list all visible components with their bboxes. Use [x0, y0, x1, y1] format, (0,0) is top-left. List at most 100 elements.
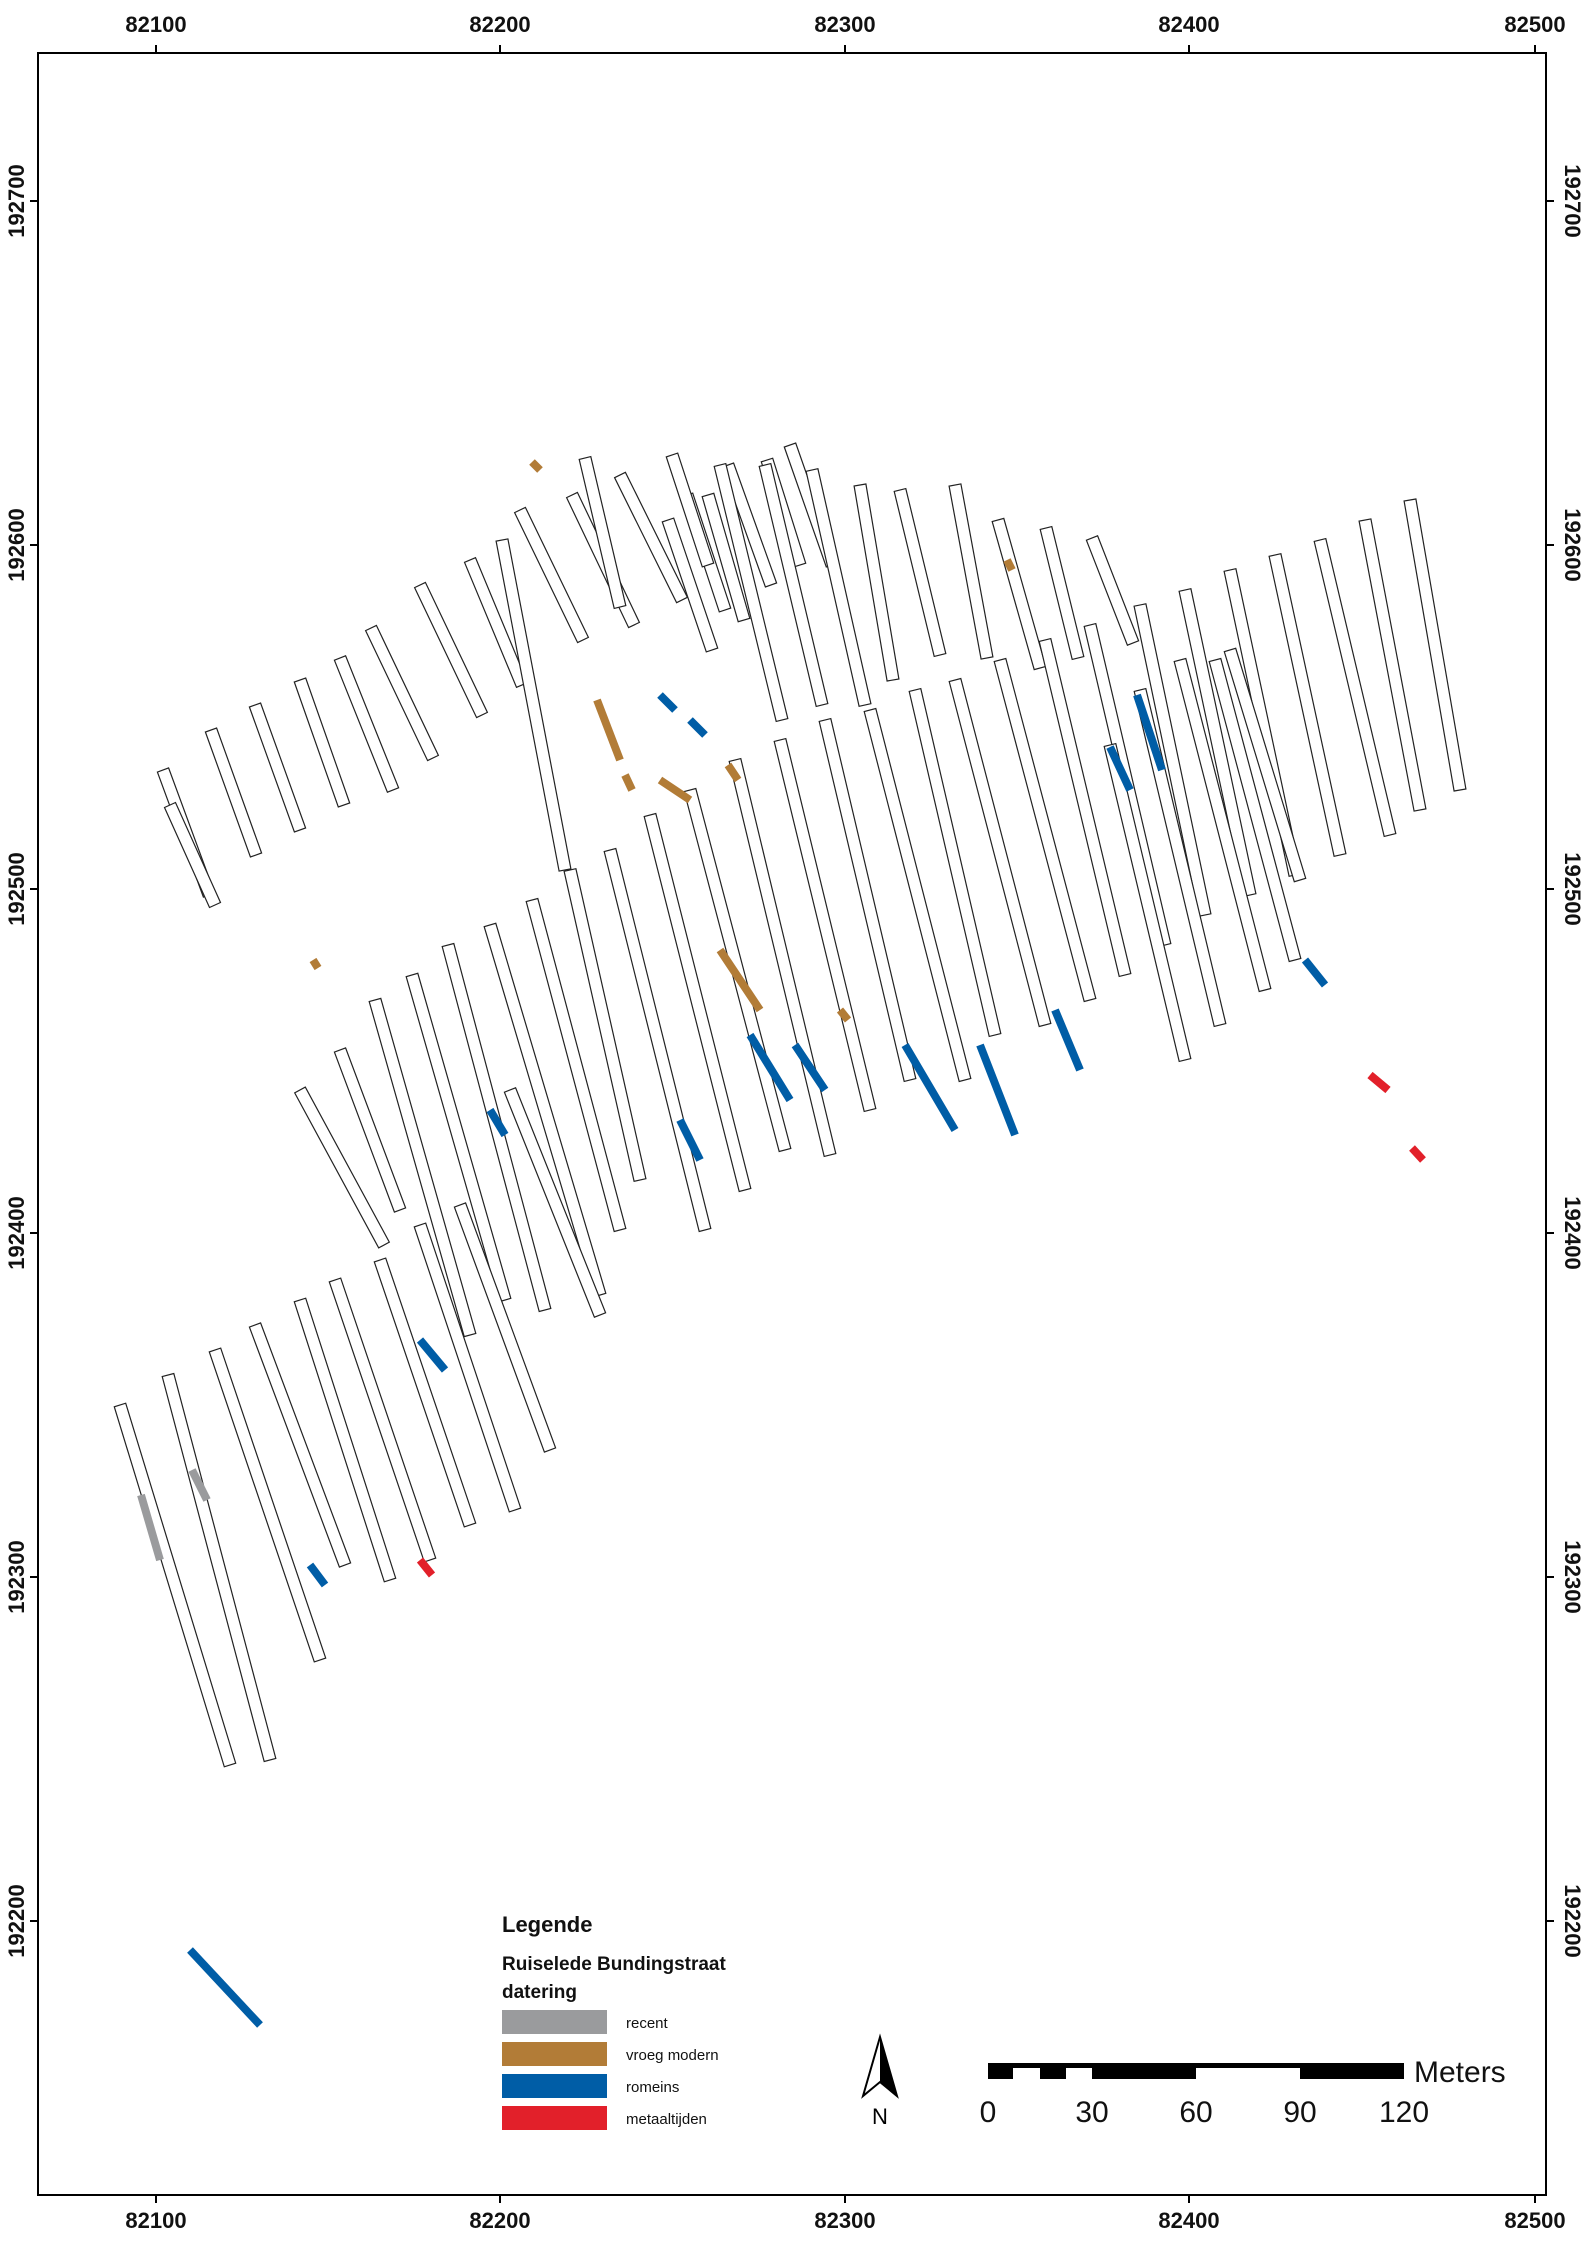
excavation-trench: [483, 922, 607, 1298]
legend: Legende Ruiselede Bundingstraat datering…: [502, 1912, 726, 2130]
excavation-trench: [163, 801, 222, 909]
excavation-trench: [1208, 657, 1302, 963]
feature-romeins: [1051, 1008, 1084, 1072]
feature-recent: [188, 1468, 211, 1502]
x-tick-label-top: 82400: [1158, 12, 1219, 37]
excavation-trench: [495, 538, 572, 872]
x-tick-label-bottom: 82100: [125, 2208, 186, 2233]
excavation-trench: [328, 1277, 437, 1563]
excavation-trench: [578, 455, 627, 610]
north-arrow: N: [861, 2033, 899, 2129]
excavation-trench: [503, 1087, 607, 1318]
excavation-trench: [758, 462, 829, 708]
legend-subtitle: Ruiselede Bundingstraat: [502, 1954, 726, 1975]
legend-title: Legende: [502, 1912, 592, 1937]
excavation-trench: [1358, 518, 1427, 812]
y-tick-label-right: 192600: [1560, 508, 1585, 581]
feature-romeins: [746, 1032, 794, 1103]
scale-bar-white-segment: [1066, 2068, 1092, 2079]
x-tick-label-top: 82200: [469, 12, 530, 37]
excavation-trench: [373, 1257, 477, 1528]
feature-romeins: [187, 1947, 263, 2028]
excavation-trench: [513, 506, 590, 644]
excavation-trench: [1268, 552, 1347, 858]
y-tick-label-left: 192300: [4, 1540, 29, 1613]
feature-romeins: [676, 1118, 704, 1162]
feature-vroeg-modern: [309, 957, 322, 971]
excavation-trench: [413, 581, 489, 719]
excavation-trench: [863, 707, 972, 1083]
feature-vroeg-modern: [1003, 558, 1016, 572]
excavation-trench: [1085, 535, 1140, 646]
x-tick-label-top: 82300: [814, 12, 875, 37]
y-tick-label-right: 192500: [1560, 852, 1585, 925]
excavation-trench: [721, 462, 778, 588]
excavation-trench: [1133, 603, 1212, 917]
excavation-trench: [713, 462, 789, 723]
excavation-trench: [643, 812, 752, 1193]
excavation-trench: [1223, 647, 1307, 883]
y-tick-label-right: 192300: [1560, 1540, 1585, 1613]
excavation-trench: [948, 677, 1052, 1028]
feature-romeins: [486, 1107, 509, 1138]
excavation-trench: [453, 1202, 557, 1453]
feature-romeins: [687, 717, 708, 738]
excavation-trench: [665, 452, 715, 568]
legend-swatch: [502, 2042, 607, 2066]
legend-label: vroeg modern: [626, 2047, 719, 2064]
scale-bar: Meters 0 30 60 90 120: [980, 2056, 1506, 2129]
feature-vroeg-modern: [724, 762, 742, 783]
feature-romeins: [1301, 957, 1329, 988]
excavation-trench: [525, 897, 627, 1233]
excavation-trenches: [113, 442, 1467, 1768]
excavation-trench: [908, 687, 1002, 1038]
excavation-trench: [661, 517, 719, 653]
dated-features: [137, 459, 1426, 2028]
excavation-trench: [413, 1222, 522, 1513]
excavation-trench: [1178, 587, 1257, 898]
excavation-trench: [333, 1047, 407, 1213]
legend-label: romeins: [626, 2079, 679, 2096]
x-tick-label-top: 82500: [1504, 12, 1565, 37]
feature-romeins: [976, 1043, 1019, 1137]
legend-swatch: [502, 2074, 607, 2098]
y-tick-label-right: 192700: [1560, 164, 1585, 237]
excavation-trench: [204, 727, 263, 858]
excavation-trench: [293, 1086, 391, 1249]
x-tick-label-bottom: 82400: [1158, 2208, 1219, 2233]
excavation-trench: [293, 1297, 397, 1583]
frame-tick-marks: [30, 45, 1554, 2203]
excavation-trench: [248, 1322, 352, 1568]
excavation-trench: [805, 467, 872, 708]
excavation-trench: [405, 972, 512, 1303]
excavation-trench: [948, 483, 994, 660]
feature-vroeg-modern: [836, 1007, 852, 1023]
legend-swatch: [502, 2106, 607, 2130]
excavation-trench: [993, 657, 1097, 1003]
scale-bar-label: 120: [1379, 2096, 1429, 2129]
excavation-trench: [161, 1372, 277, 1763]
feature-romeins: [901, 1043, 959, 1132]
excavation-trench: [364, 624, 440, 762]
excavation-trench: [818, 717, 917, 1083]
feature-vroeg-modern: [593, 698, 624, 762]
excavation-trench: [333, 655, 400, 793]
north-arrow-label: N: [872, 2104, 888, 2129]
scale-bar-label: 30: [1075, 2096, 1108, 2129]
x-tick-label-top: 82100: [125, 12, 186, 37]
excavation-trench: [1038, 637, 1132, 978]
left-coordinate-labels: 192700 192600 192500 192400 192300 19220…: [4, 164, 29, 1957]
scale-bar-white-segment: [1196, 2068, 1300, 2079]
feature-metaaltijden: [1409, 1145, 1426, 1163]
y-tick-label-left: 192500: [4, 852, 29, 925]
legend-label: recent: [626, 2015, 669, 2032]
feature-vroeg-modern: [621, 773, 636, 792]
excavation-trench: [728, 757, 837, 1158]
y-tick-label-left: 192400: [4, 1196, 29, 1269]
right-coordinate-labels: 192700 192600 192500 192400 192300 19220…: [1560, 164, 1585, 1957]
feature-romeins: [306, 1562, 329, 1588]
feature-metaaltijden: [1367, 1071, 1391, 1094]
legend-items: recent vroeg modern romeins metaaltijden: [502, 2010, 719, 2130]
scale-bar-label: 90: [1283, 2096, 1316, 2129]
